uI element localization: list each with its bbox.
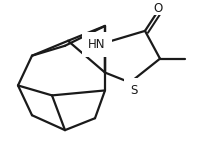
Text: O: O <box>153 2 163 15</box>
Text: HN: HN <box>88 38 106 51</box>
Text: S: S <box>130 84 138 97</box>
